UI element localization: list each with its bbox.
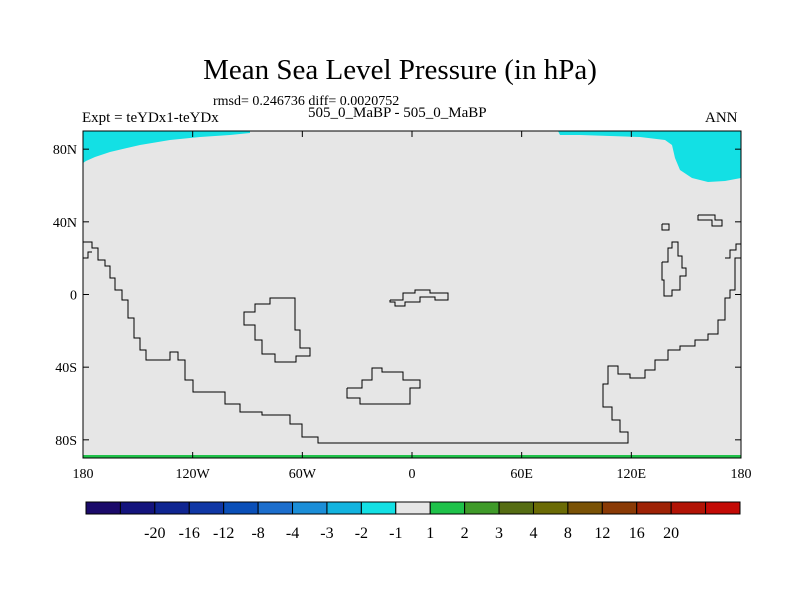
lat-tick-label: 80N: [53, 143, 77, 158]
colorbar-label: -3: [320, 525, 333, 542]
experiment-label: Expt = teYDx1-teYDx: [82, 110, 219, 126]
stats-label: rmsd= 0.246736 diff= 0.0020752: [213, 94, 400, 109]
colorbar-label: -8: [251, 525, 264, 542]
lon-tick-label: 120W: [176, 467, 211, 482]
lon-tick-label: 60W: [289, 467, 317, 482]
colorbar-swatch: [705, 501, 741, 515]
season-label: ANN: [705, 110, 738, 126]
lat-tick-label: 80S: [55, 434, 77, 449]
colorbar-label: 12: [594, 525, 610, 542]
case-label: 505_0_MaBP - 505_0_MaBP: [308, 105, 487, 121]
colorbar-swatch: [636, 501, 672, 515]
colorbar-label: 3: [495, 525, 503, 542]
colorbar-swatch: [257, 501, 294, 515]
colorbar-label: 2: [461, 525, 469, 542]
colorbar-label: 20: [663, 525, 679, 542]
coastline-small-island-a: [661, 223, 670, 231]
arctic-anomaly-west: [83, 131, 250, 163]
colorbar-label: -16: [179, 525, 200, 542]
colorbar-swatch: [326, 501, 362, 515]
coastline-africa: [243, 297, 311, 363]
colorbar-swatch: [154, 501, 190, 515]
colorbar: -20 -16 -12 -8 -4 -3 -2 -1 1 2 3 4 8 12 16 20: [85, 501, 741, 542]
figure-title: Mean Sea Level Pressure (in hPa): [203, 54, 597, 86]
coastline-west-margin: [83, 251, 92, 259]
colorbar-label: 8: [564, 525, 572, 542]
colorbar-swatch: [188, 501, 225, 515]
lon-tick-label: 120E: [617, 467, 647, 482]
colorbar-swatch: [223, 501, 259, 515]
lat-tick-label: 40S: [55, 361, 77, 376]
axis-ticks: 80N 40N 0 40S 80S 180 120W 60W 0 60E 120E 180: [53, 131, 752, 482]
colorbar-swatch: [395, 501, 431, 515]
coastline-south-island: [346, 367, 421, 405]
colorbar-label: -4: [286, 525, 299, 542]
coastline-equatorial-island: [389, 289, 449, 307]
colorbar-swatch: [670, 501, 707, 515]
arctic-anomaly-east: [558, 131, 741, 182]
lon-tick-label: 180: [73, 467, 94, 482]
colorbar-label: -20: [144, 525, 165, 542]
colorbar-label: -12: [213, 525, 234, 542]
lon-tick-label: 60E: [510, 467, 533, 482]
coastlines: [83, 214, 742, 444]
colorbar-label: 1: [426, 525, 434, 542]
colorbar-swatch: [119, 501, 156, 515]
lat-tick-label: 40N: [53, 216, 77, 231]
colorbar-swatch: [360, 501, 397, 515]
field-background: [83, 131, 741, 458]
colorbar-swatch: [567, 501, 603, 515]
colorbar-label: 16: [629, 525, 645, 542]
coastline-americas: [83, 241, 741, 444]
colorbar-swatch: [292, 501, 328, 515]
colorbar-swatch: [601, 501, 638, 515]
colorbar-swatch: [532, 501, 569, 515]
colorbar-swatch: [464, 501, 500, 515]
colorbar-label: -1: [389, 525, 402, 542]
coastline-small-island-b: [697, 214, 723, 227]
coastline-east-islands: [661, 241, 687, 297]
colorbar-swatch: [429, 501, 466, 515]
lat-tick-label: 0: [70, 289, 77, 304]
colorbar-label: -2: [355, 525, 368, 542]
lon-tick-label: 0: [409, 467, 416, 482]
lon-tick-label: 180: [731, 467, 752, 482]
colorbar-swatch: [85, 501, 121, 515]
colorbar-label: 4: [529, 525, 537, 542]
colorbar-swatch: [498, 501, 534, 515]
